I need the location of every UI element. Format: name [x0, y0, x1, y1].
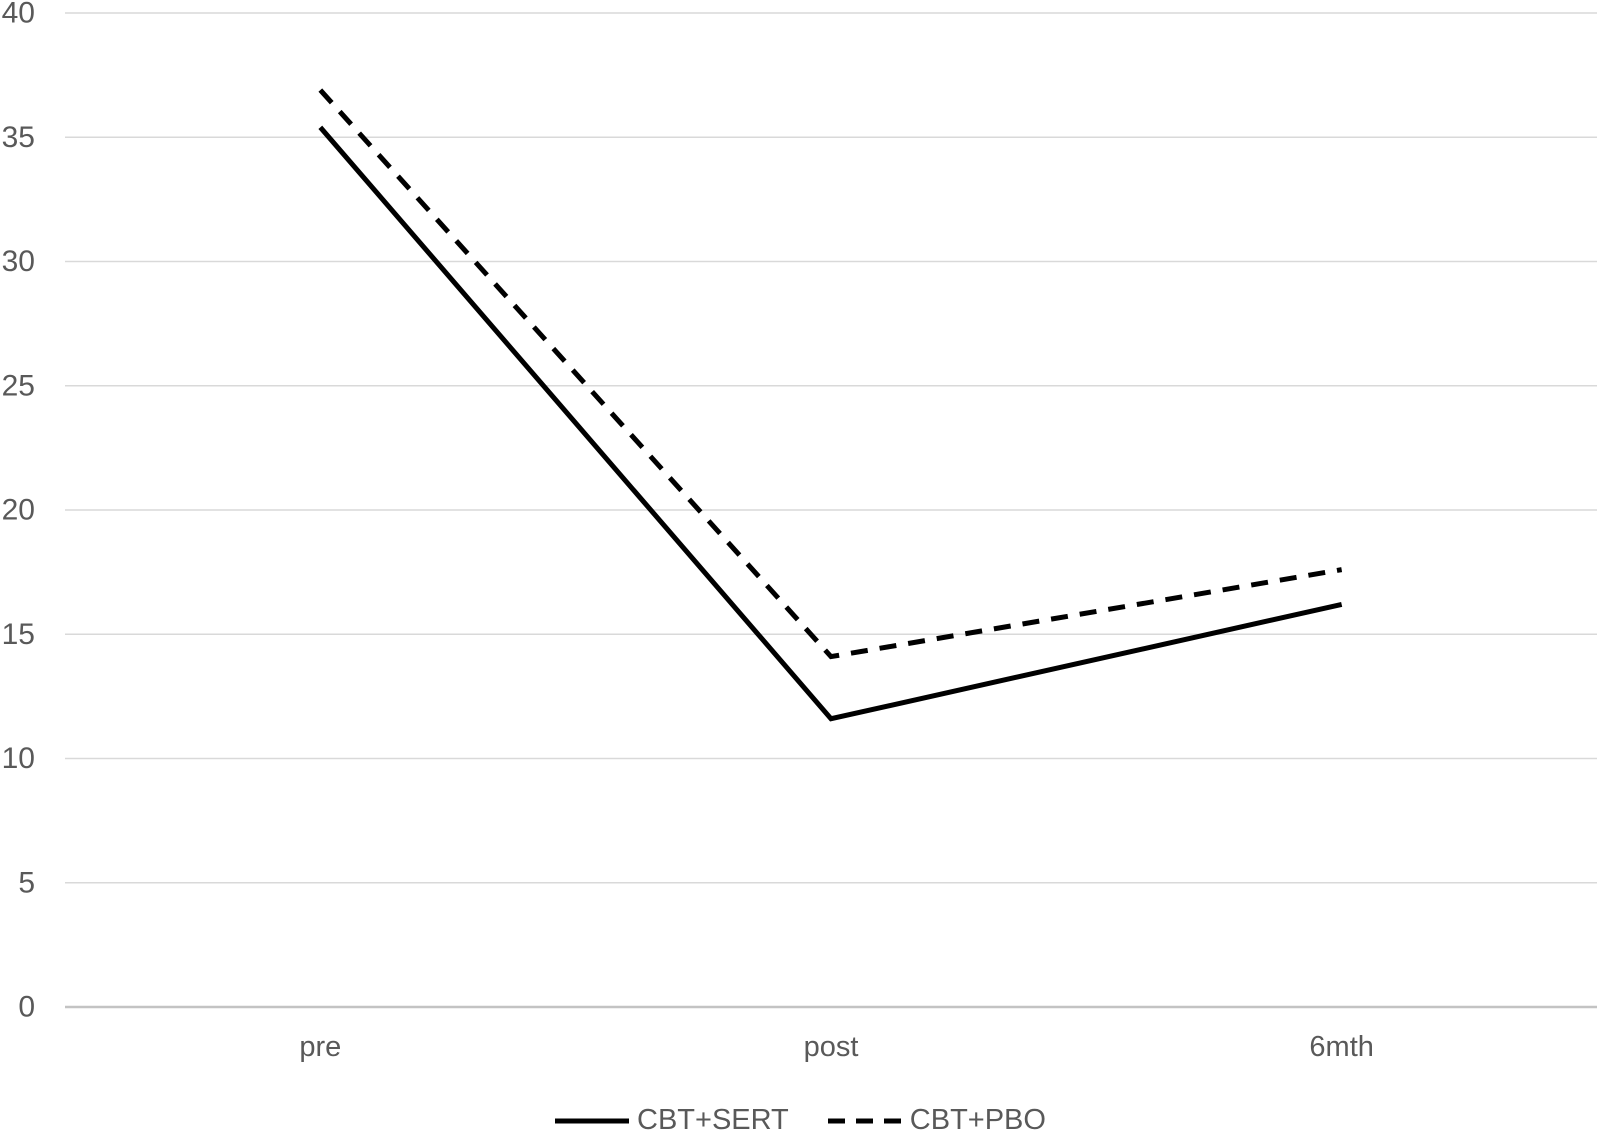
y-axis-tick-label: 40: [2, 0, 35, 30]
y-axis-tick-label: 0: [18, 991, 35, 1024]
legend-label: CBT+PBO: [909, 1104, 1046, 1136]
series-line-cbt-pbo: [318, 88, 1343, 660]
legend-item-cbt-pbo: CBT+PBO: [827, 1106, 1046, 1135]
chart-legend: CBT+SERT CBT+PBO: [0, 1106, 1600, 1135]
y-axis-tick-label: 30: [2, 245, 35, 278]
y-axis-tick-label: 35: [2, 121, 35, 154]
legend-item-cbt-sert: CBT+SERT: [554, 1106, 789, 1135]
line-chart-canvas: 0 5 10 15 20 25 30 35 40 pre post 6mth: [2, 0, 1597, 1063]
legend-line-sample-dashed-icon: [827, 1118, 902, 1123]
y-axis-tick-label: 10: [2, 742, 35, 775]
legend-label: CBT+SERT: [637, 1104, 789, 1136]
y-axis-tick-label: 20: [2, 494, 35, 527]
series-line-cbt-sert: [318, 125, 1343, 722]
legend-line-sample-solid-icon: [555, 1118, 630, 1123]
x-axis-category-label: 6mth: [1309, 1031, 1373, 1063]
y-axis-tick-label: 5: [18, 866, 35, 899]
y-axis-tick-label: 15: [2, 618, 35, 651]
y-axis-tick-label: 25: [2, 369, 35, 402]
x-axis-category-label: post: [804, 1031, 859, 1063]
x-axis-category-label: pre: [299, 1031, 341, 1063]
